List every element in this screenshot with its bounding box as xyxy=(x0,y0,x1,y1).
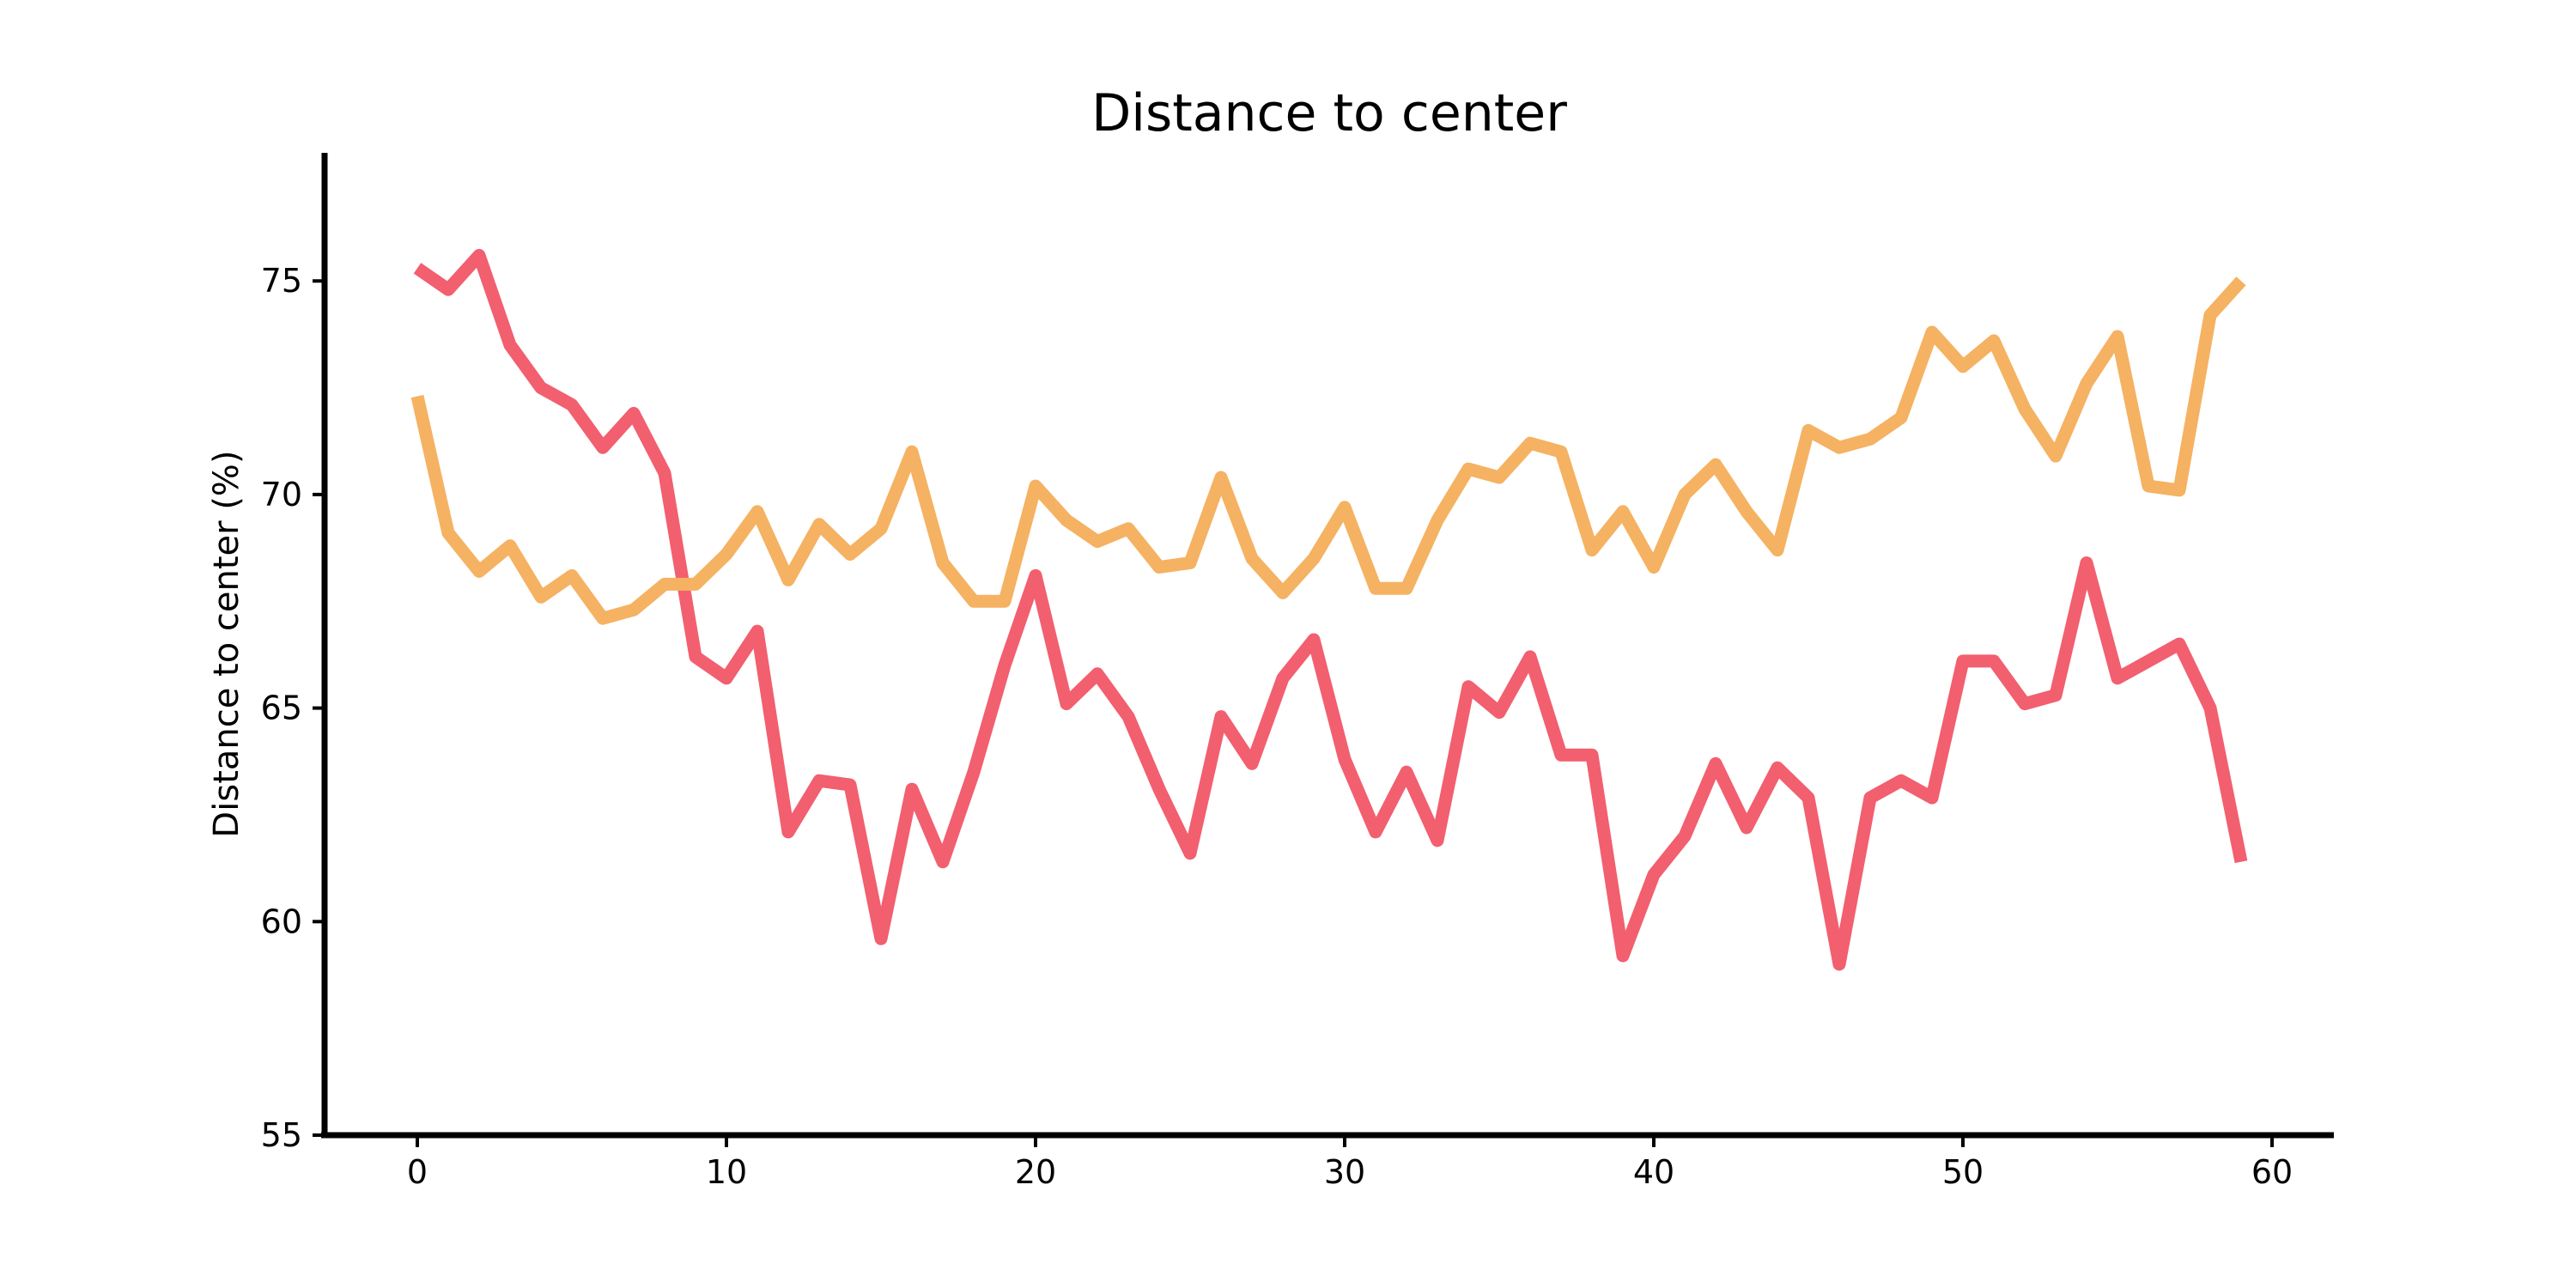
x-tick-label: 30 xyxy=(1324,1153,1365,1191)
x-tick-label: 50 xyxy=(1942,1153,1984,1191)
y-tick-label: 65 xyxy=(261,690,302,727)
axes xyxy=(321,153,2334,1139)
x-tick-label: 40 xyxy=(1633,1153,1674,1191)
x-tick-label: 10 xyxy=(706,1153,747,1191)
series-line-2 xyxy=(410,276,2246,625)
y-tick-label: 75 xyxy=(261,262,302,300)
x-tick-label: 0 xyxy=(407,1153,428,1191)
y-tick-label: 55 xyxy=(261,1116,302,1154)
y-axis-label: Distance to center (%) xyxy=(207,450,246,837)
y-tick-label: 60 xyxy=(261,902,302,940)
chart-title: Distance to center xyxy=(1091,83,1567,143)
series-layer xyxy=(410,248,2248,971)
y-tick-label: 70 xyxy=(261,476,302,513)
ticks: 0 10 20 30 40 50 60 55 60 65 70 75 xyxy=(261,262,2293,1191)
x-tick-label: 20 xyxy=(1015,1153,1056,1191)
series-line-1 xyxy=(413,248,2248,971)
x-tick-label: 60 xyxy=(2251,1153,2293,1191)
